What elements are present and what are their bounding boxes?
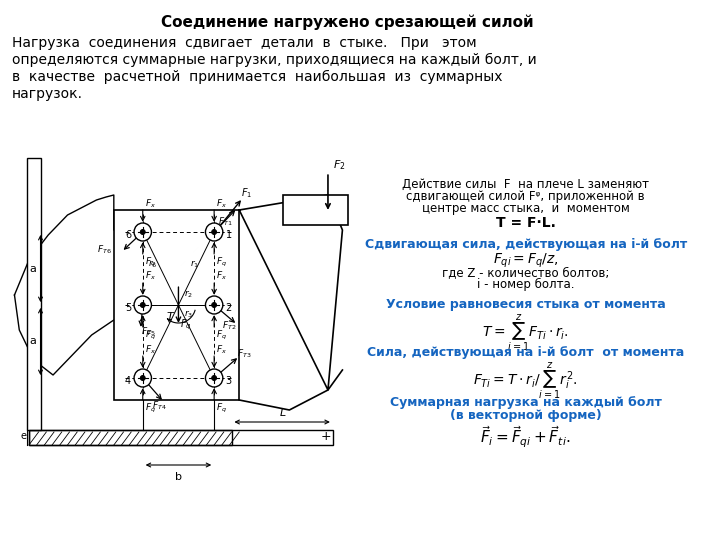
- Text: $F_q$: $F_q$: [181, 318, 192, 332]
- Text: $r_1$: $r_1$: [190, 259, 199, 270]
- Text: $F_{T3}$: $F_{T3}$: [238, 347, 252, 360]
- Text: Сила, действующая на i-й болт  от момента: Сила, действующая на i-й болт от момента: [367, 346, 684, 359]
- Text: T: T: [167, 312, 174, 322]
- Circle shape: [140, 302, 145, 307]
- Text: $F_1$: $F_1$: [241, 186, 253, 200]
- Circle shape: [205, 296, 222, 314]
- Bar: [29, 430, 333, 445]
- Text: i - номер болта.: i - номер болта.: [477, 278, 575, 291]
- Text: (в векторной форме): (в векторной форме): [450, 409, 602, 422]
- Text: $F_x$: $F_x$: [216, 343, 227, 355]
- Text: e: e: [20, 431, 26, 441]
- Text: $F_{T1}$: $F_{T1}$: [218, 215, 233, 227]
- Circle shape: [212, 375, 217, 381]
- Text: $F_q$: $F_q$: [216, 256, 227, 269]
- Text: Действие силы  F  на плече L заменяют: Действие силы F на плече L заменяют: [402, 178, 649, 191]
- Text: в  качестве  расчетной  принимается  наибольшая  из  суммарных: в качестве расчетной принимается наиболь…: [12, 70, 502, 84]
- Text: $F_q$: $F_q$: [145, 402, 156, 415]
- Text: a: a: [30, 336, 37, 347]
- Text: Сдвигающая сила, действующая на i-й болт: Сдвигающая сила, действующая на i-й болт: [364, 238, 687, 251]
- Text: $T = \sum_{i=1}^{z} F_{Ti} \cdot r_i.$: $T = \sum_{i=1}^{z} F_{Ti} \cdot r_i.$: [482, 313, 569, 354]
- Text: центре масс стыка,  и  моментом: центре масс стыка, и моментом: [422, 202, 629, 215]
- Text: T = F·L.: T = F·L.: [496, 216, 556, 230]
- Text: $r_6$: $r_6$: [148, 259, 157, 270]
- Circle shape: [205, 369, 222, 387]
- Text: $r_2$: $r_2$: [184, 289, 194, 300]
- Text: $F_q$: $F_q$: [216, 402, 227, 415]
- Text: 6: 6: [125, 230, 131, 240]
- Text: $F_x$: $F_x$: [216, 197, 227, 210]
- Text: сдвигающей силой Fᵠ, приложенной в: сдвигающей силой Fᵠ, приложенной в: [406, 190, 645, 203]
- Text: $F_{qi} = F_q/z,$: $F_{qi} = F_q/z,$: [492, 252, 559, 271]
- Bar: [27, 158, 42, 430]
- Bar: [29, 430, 232, 445]
- Text: Нагрузка  соединения  сдвигает  детали  в  стыке.   При   этом: Нагрузка соединения сдвигает детали в ст…: [12, 36, 476, 50]
- Text: $F_q$: $F_q$: [145, 256, 156, 269]
- Text: $F_2$: $F_2$: [333, 158, 346, 172]
- Circle shape: [140, 375, 145, 381]
- Text: Суммарная нагрузка на каждый болт: Суммарная нагрузка на каждый болт: [390, 396, 662, 409]
- Polygon shape: [239, 195, 343, 410]
- Text: 5: 5: [125, 303, 131, 313]
- Text: $F_{T4}$: $F_{T4}$: [153, 399, 167, 411]
- Text: $F_{T5}$: $F_{T5}$: [141, 326, 156, 339]
- Circle shape: [140, 230, 145, 234]
- Circle shape: [134, 223, 151, 241]
- Text: $F_x$: $F_x$: [145, 343, 156, 355]
- Text: $F_q$: $F_q$: [145, 329, 156, 342]
- Text: Условие равновесия стыка от момента: Условие равновесия стыка от момента: [386, 298, 665, 311]
- Text: $F_{T6}$: $F_{T6}$: [97, 243, 112, 255]
- Text: $F_x$: $F_x$: [216, 270, 227, 282]
- Text: $F_{Ti} = T \cdot r_i / \sum_{i=1}^{z} r_i^2.$: $F_{Ti} = T \cdot r_i / \sum_{i=1}^{z} r…: [474, 361, 578, 402]
- Text: нагрузок.: нагрузок.: [12, 87, 83, 101]
- Bar: [283, 195, 348, 225]
- Text: 1: 1: [225, 230, 232, 240]
- Text: $F_x$: $F_x$: [145, 197, 156, 210]
- Text: $F_{T2}$: $F_{T2}$: [222, 320, 236, 333]
- Text: L: L: [279, 408, 286, 418]
- Text: b: b: [175, 472, 182, 482]
- Circle shape: [212, 302, 217, 307]
- Text: 2: 2: [225, 303, 232, 313]
- Circle shape: [212, 230, 217, 234]
- Text: Соединение нагружено срезающей силой: Соединение нагружено срезающей силой: [161, 14, 534, 30]
- Text: где Z - количество болтов;: где Z - количество болтов;: [442, 266, 609, 279]
- Text: a: a: [30, 264, 37, 273]
- Text: $F_x$: $F_x$: [145, 270, 156, 282]
- Text: 4: 4: [125, 376, 131, 386]
- Text: +: +: [320, 429, 331, 442]
- Circle shape: [205, 223, 222, 241]
- Text: 3: 3: [225, 376, 232, 386]
- Text: $F_q$: $F_q$: [216, 329, 227, 342]
- Circle shape: [134, 369, 151, 387]
- Text: определяются суммарные нагрузки, приходящиеся на каждый болт, и: определяются суммарные нагрузки, приходя…: [12, 53, 536, 67]
- Circle shape: [134, 296, 151, 314]
- Bar: [114, 210, 239, 400]
- Text: $\vec{F}_i = \vec{F}_{qi} + \vec{F}_{ti}.$: $\vec{F}_i = \vec{F}_{qi} + \vec{F}_{ti}…: [480, 424, 571, 450]
- Text: $r_3$: $r_3$: [184, 309, 194, 321]
